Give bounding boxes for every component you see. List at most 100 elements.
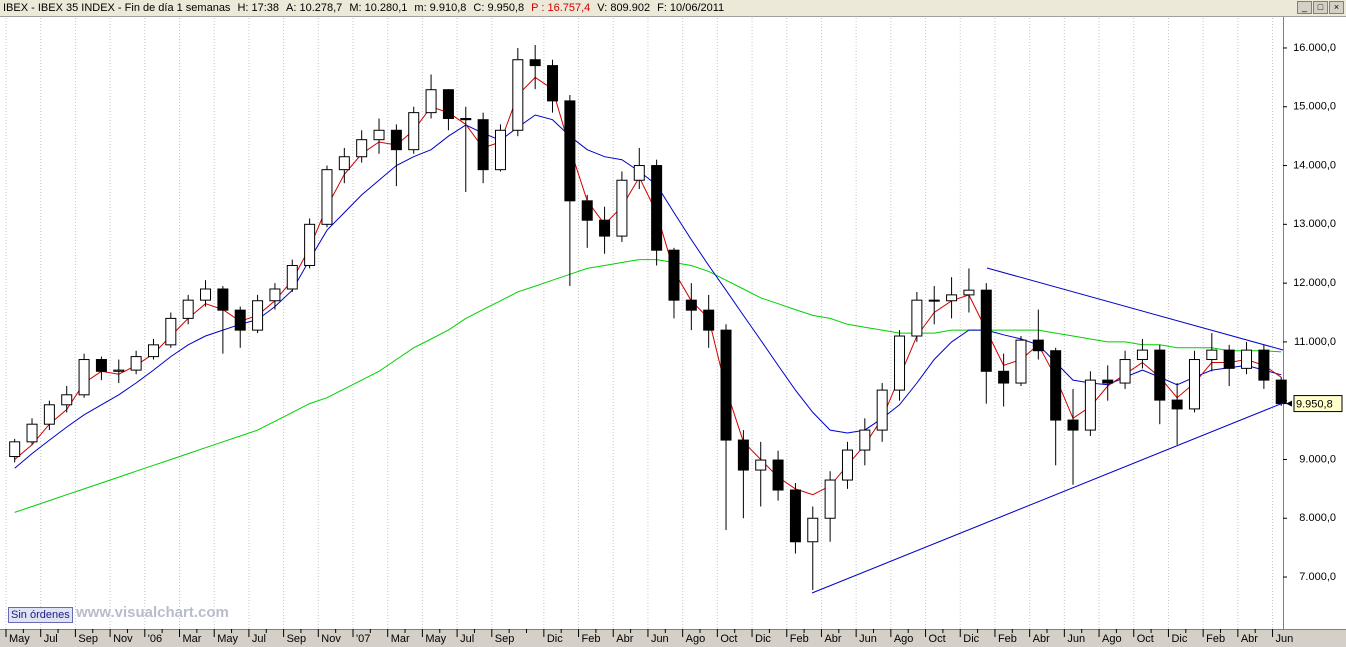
candle-body — [130, 356, 142, 371]
moving-average-line — [14, 259, 1282, 513]
y-tick-label: 9.000,0 — [1299, 453, 1336, 465]
candle-body — [113, 369, 125, 372]
candle-body — [755, 459, 767, 471]
x-tick-label: Dic — [547, 633, 563, 645]
header: IBEX - IBEX 35 INDEX - Fin de día 1 sema… — [0, 0, 1303, 16]
x-tick-label: May — [9, 633, 30, 645]
candle-body — [911, 299, 923, 337]
y-tick-label: 12.000,0 — [1293, 277, 1336, 289]
header-field: V: 809.902 — [597, 2, 651, 14]
x-tick-label: May — [425, 633, 446, 645]
candle-body — [304, 223, 316, 266]
candle-body — [9, 441, 21, 458]
candle-body — [338, 156, 350, 171]
x-tick-label: Oct — [720, 633, 737, 645]
header-field: A: 10.278,7 — [286, 2, 343, 14]
candle-body — [356, 139, 368, 158]
candle-body — [512, 59, 524, 131]
candle-body — [78, 359, 90, 396]
candle-body — [460, 118, 472, 121]
candle-body — [1084, 379, 1096, 431]
y-tick-label: 11.000,0 — [1294, 336, 1336, 348]
x-tick-label: Jun — [1276, 633, 1294, 645]
candle-body — [200, 288, 212, 301]
minimize-button[interactable]: _ — [1297, 1, 1312, 14]
candle-body — [217, 288, 229, 311]
x-tick-label: Abr — [1241, 633, 1258, 645]
x-tick-label: Jun — [859, 633, 877, 645]
candle-body — [859, 429, 871, 451]
candle-body — [1154, 349, 1166, 401]
candle-body — [998, 370, 1010, 384]
candle-body — [1171, 399, 1183, 410]
maximize-button[interactable]: □ — [1313, 1, 1328, 14]
header-field: C: 9.950,8 — [473, 2, 525, 14]
candle-body — [1050, 350, 1062, 421]
x-tick-label: Jun — [1067, 633, 1085, 645]
y-tick-label: 16.000,0 — [1293, 42, 1336, 54]
x-tick-label: Nov — [113, 633, 133, 645]
candle-body — [182, 299, 194, 319]
candle-body — [26, 423, 38, 443]
x-tick-label: Ago — [686, 633, 706, 645]
candle-body — [980, 289, 992, 372]
header-bar — [0, 0, 1346, 16]
window-buttons: _ □ × — [1297, 1, 1344, 14]
candle-body — [703, 309, 715, 331]
candle-body — [286, 264, 298, 290]
candle-body — [616, 179, 628, 237]
candle-body — [894, 335, 906, 391]
candle-body — [599, 219, 611, 237]
x-tick-label: Mar — [391, 633, 410, 645]
x-tick-label: Feb — [582, 633, 601, 645]
x-tick-label: Sep — [287, 633, 307, 645]
x-tick-label: Abr — [824, 633, 841, 645]
candle-body — [321, 169, 333, 225]
plot — [9, 45, 1287, 590]
candle-body — [165, 317, 177, 346]
candle-body — [269, 288, 281, 302]
candle-body — [668, 249, 680, 301]
y-tick-label: 7.000,0 — [1299, 571, 1336, 583]
candle-body — [737, 439, 749, 471]
candle-body — [928, 299, 940, 302]
y-tick-label: 14.000,0 — [1293, 159, 1336, 171]
trend-line — [986, 267, 1284, 351]
candle-body — [1206, 349, 1218, 361]
x-tick-label: '07 — [356, 633, 370, 645]
candle-body — [234, 309, 246, 331]
header-field: M: 10.280,1 — [349, 2, 408, 14]
candle-body — [1188, 359, 1200, 410]
y-tick-label: 13.000,0 — [1293, 218, 1336, 230]
candle-body — [408, 112, 420, 151]
candle-body — [963, 289, 975, 296]
x-tick-label: Feb — [790, 633, 809, 645]
x-tick-label: May — [217, 633, 238, 645]
candle-body — [95, 359, 107, 372]
candle-body — [147, 344, 159, 358]
x-tick-label: Feb — [998, 633, 1017, 645]
x-tick-label: Dic — [963, 633, 979, 645]
x-tick-label: Mar — [183, 633, 202, 645]
close-button[interactable]: × — [1329, 1, 1344, 14]
axes: 7.000,08.000,09.000,010.000,011.000,012.… — [5, 42, 1343, 645]
moving-average-line — [14, 76, 1282, 496]
candle-body — [807, 517, 819, 543]
x-tick-label: Sep — [78, 633, 98, 645]
candle-body — [61, 394, 73, 406]
candle-body — [946, 294, 958, 302]
orders-button[interactable]: Sin órdenes — [8, 607, 73, 623]
candle-body — [772, 459, 784, 491]
candle-body — [425, 89, 437, 114]
moving-average-line — [14, 114, 1282, 469]
trend-line — [811, 402, 1284, 594]
x-tick-label: Abr — [616, 633, 633, 645]
candle-body — [633, 165, 645, 181]
candle-body — [373, 129, 385, 141]
x-tick-label: Jun — [651, 633, 669, 645]
candle-body — [1258, 349, 1270, 381]
candle-body — [390, 129, 402, 151]
